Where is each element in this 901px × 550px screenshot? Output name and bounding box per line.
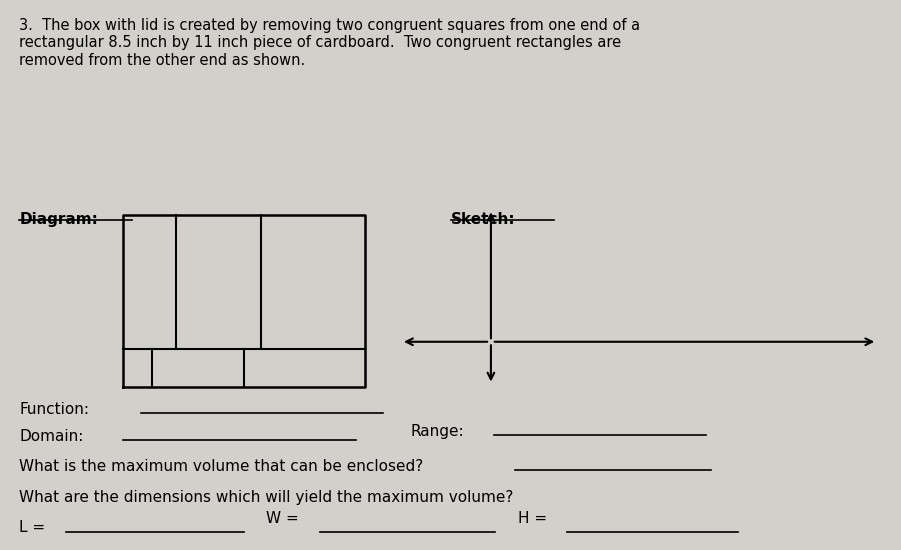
Text: Domain:: Domain: <box>19 430 84 444</box>
Text: Diagram:: Diagram: <box>19 212 98 227</box>
Text: 3.  The box with lid is created by removing two congruent squares from one end o: 3. The box with lid is created by removi… <box>19 18 641 68</box>
Text: W =: W = <box>267 512 299 526</box>
Text: Function:: Function: <box>19 402 89 417</box>
Text: What is the maximum volume that can be enclosed?: What is the maximum volume that can be e… <box>19 459 423 475</box>
Text: What are the dimensions which will yield the maximum volume?: What are the dimensions which will yield… <box>19 490 514 504</box>
Text: Sketch:: Sketch: <box>450 212 515 227</box>
Text: H =: H = <box>518 512 547 526</box>
Text: L =: L = <box>19 520 45 535</box>
Text: Range:: Range: <box>410 424 464 439</box>
